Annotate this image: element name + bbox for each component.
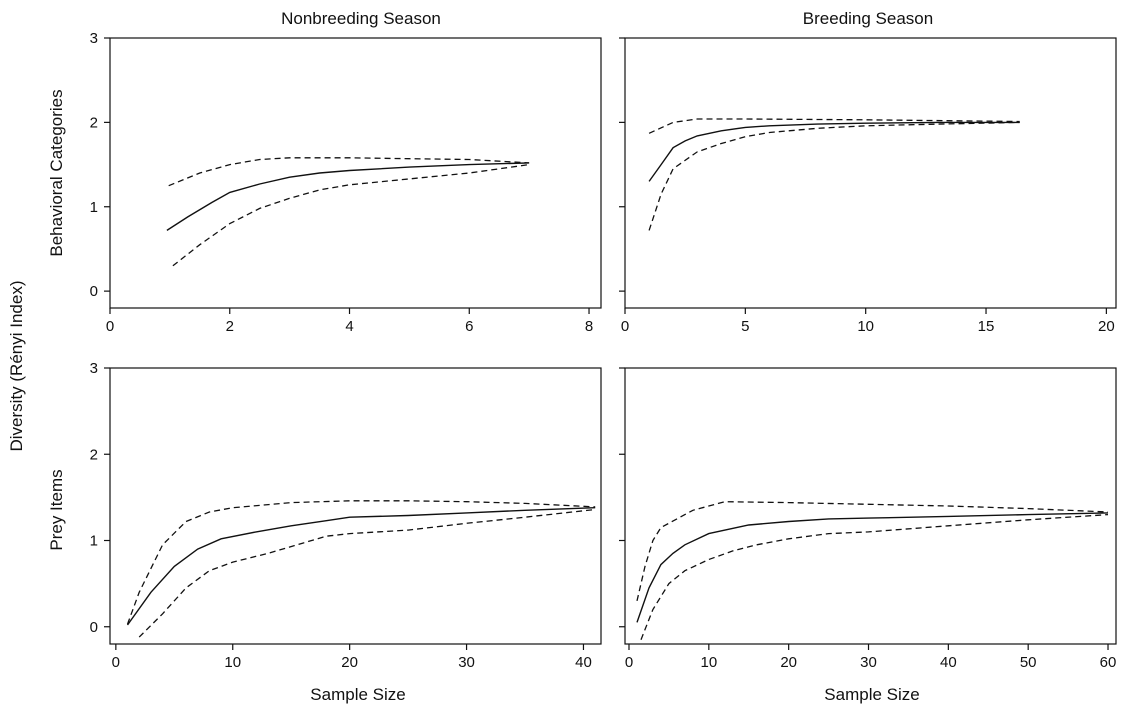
panel-bottom-left: 0 10 20 30 40 0 1 2 3 (90, 360, 602, 671)
x-tick-label: 30 (458, 654, 475, 671)
x-tick-label: 2 (226, 318, 234, 335)
estimate-line-0 (126, 507, 596, 626)
y-tick-label: 1 (90, 199, 98, 216)
x-tick-label: 50 (1020, 654, 1037, 671)
x-tick-label: 4 (345, 318, 353, 335)
plot-frame (624, 367, 1117, 645)
xlabel-right: Sample Size (824, 685, 919, 704)
x-tick-label: 5 (741, 318, 749, 335)
panel-bottom-right: 0 10 20 30 40 50 60 (619, 367, 1117, 671)
dashed-bound-line-1 (648, 118, 1020, 134)
x-tick-label: 15 (978, 318, 995, 335)
dashed-bound-line-2 (172, 163, 530, 267)
estimate-line-0 (648, 121, 1020, 182)
panel-top-left: 0 2 4 6 8 0 1 2 3 (90, 30, 602, 335)
plot-frame (109, 367, 602, 645)
dashed-bound-line-1 (168, 157, 530, 187)
xlabel-left: Sample Size (310, 685, 405, 704)
panel-top-right: 0 5 10 15 20 (619, 37, 1117, 335)
x-tick-label: 0 (625, 654, 633, 671)
dashed-bound-line-2 (138, 508, 596, 638)
plot-frame (109, 37, 602, 309)
plot-frame (624, 37, 1117, 309)
dashed-bound-line-2 (648, 121, 1020, 231)
figure-ylabel: Diversity (Rényi Index) (7, 281, 26, 452)
dashed-bound-line-1 (126, 500, 596, 625)
x-tick-label: 0 (621, 318, 629, 335)
x-tick-label: 0 (112, 654, 120, 671)
estimate-line-0 (166, 162, 530, 231)
y-tick-label: 1 (90, 533, 98, 550)
column-title-breeding: Breeding Season (803, 9, 933, 28)
y-tick-label: 2 (90, 446, 98, 463)
x-tick-label: 0 (106, 318, 114, 335)
dashed-bound-line-2 (640, 513, 1109, 640)
y-tick-label: 0 (90, 619, 98, 636)
x-tick-label: 40 (940, 654, 957, 671)
y-tick-label: 3 (90, 360, 98, 377)
x-tick-label: 10 (857, 318, 874, 335)
y-tick-label: 3 (90, 30, 98, 47)
row-label-prey: Prey Items (47, 469, 66, 550)
x-tick-label: 30 (860, 654, 877, 671)
x-tick-label: 20 (1098, 318, 1115, 335)
x-tick-label: 10 (224, 654, 241, 671)
x-tick-label: 20 (341, 654, 358, 671)
x-tick-label: 60 (1100, 654, 1117, 671)
x-tick-label: 10 (700, 654, 717, 671)
y-tick-label: 2 (90, 114, 98, 131)
y-tick-label: 0 (90, 283, 98, 300)
dashed-bound-line-1 (636, 501, 1109, 602)
x-tick-label: 6 (465, 318, 473, 335)
x-tick-label: 20 (780, 654, 797, 671)
estimate-line-0 (636, 512, 1109, 623)
row-label-behavioral: Behavioral Categories (47, 89, 66, 256)
x-tick-label: 8 (585, 318, 593, 335)
column-title-nonbreeding: Nonbreeding Season (281, 9, 441, 28)
x-tick-label: 40 (575, 654, 592, 671)
